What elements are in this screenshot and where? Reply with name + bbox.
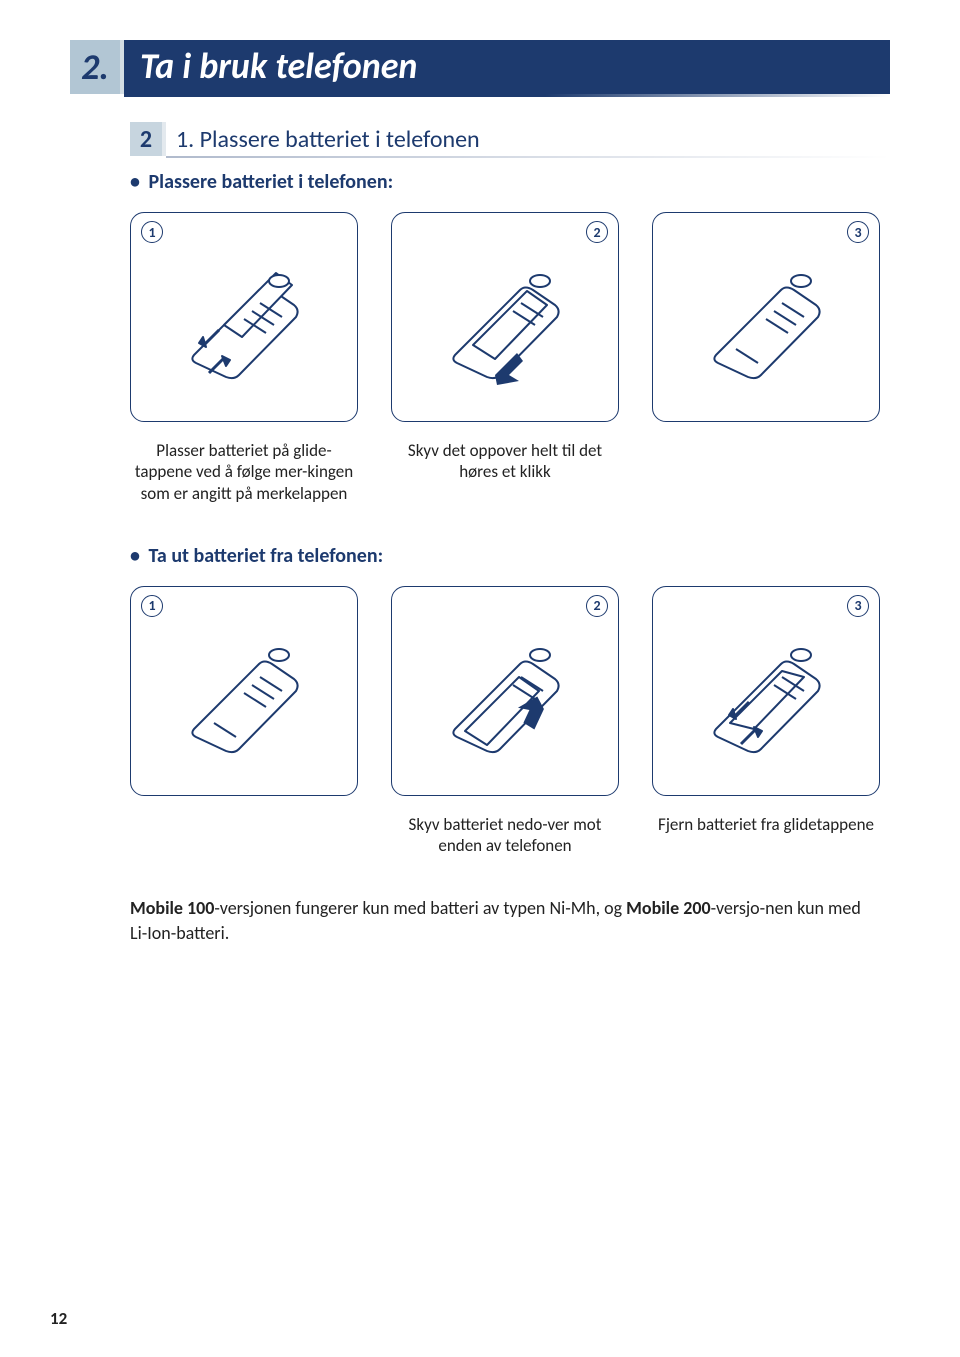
step-badge: 2: [586, 221, 608, 243]
phone-battery-align-icon: [164, 245, 324, 405]
insert-heading-text: Plassere batteriet i telefonen:: [149, 170, 394, 194]
phone-battery-slide-down-icon: [425, 619, 585, 779]
remove-figure-3: 3: [652, 586, 880, 796]
chapter-header: 2. Ta i bruk telefonen: [70, 40, 890, 94]
section-header: 2 1. Plassere batteriet i telefonen: [130, 122, 890, 156]
chapter-title: Ta i bruk telefonen: [124, 40, 890, 94]
step-badge: 3: [847, 221, 869, 243]
bullet-icon: •: [130, 170, 144, 194]
remove-heading: • Ta ut batteriet fra telefonen:: [130, 544, 890, 568]
remove-caption-3: Fjern batteriet fra glidetappene: [652, 814, 880, 857]
insert-figure-row: 1 2: [130, 212, 880, 422]
phone-battery-slide-up-icon: [425, 245, 585, 405]
insert-caption-2: Skyv det oppover helt til det høres et k…: [391, 440, 619, 504]
phone-battery-closed-icon: [686, 245, 846, 405]
remove-caption-row: Skyv batteriet nedo-ver mot enden av tel…: [130, 814, 880, 857]
insert-caption-1: Plasser batteriet på glide-tappene ved å…: [130, 440, 358, 504]
step-badge: 1: [141, 221, 163, 243]
remove-caption-1: [130, 814, 358, 857]
insert-figure-2: 2: [391, 212, 619, 422]
remove-figure-2: 2: [391, 586, 619, 796]
step-badge: 1: [141, 595, 163, 617]
insert-figure-1: 1: [130, 212, 358, 422]
note-mid: -versjonen fungerer kun med batteri av t…: [214, 897, 626, 919]
insert-figure-3: 3: [652, 212, 880, 422]
note-bold-2: Mobile 200: [626, 897, 710, 919]
phone-battery-lift-icon: [686, 619, 846, 779]
insert-caption-row: Plasser batteriet på glide-tappene ved å…: [130, 440, 880, 504]
page-number: 12: [50, 1308, 67, 1329]
remove-figure-1: 1: [130, 586, 358, 796]
section-title: 1. Plassere batteriet i telefonen: [166, 122, 890, 156]
step-badge: 2: [586, 595, 608, 617]
note-bold-1: Mobile 100: [130, 897, 214, 919]
remove-figure-row: 1 2: [130, 586, 880, 796]
compatibility-note: Mobile 100-versjonen fungerer kun med ba…: [130, 896, 880, 945]
phone-battery-closed-icon: [164, 619, 324, 779]
insert-caption-3: [652, 440, 880, 504]
bullet-icon: •: [130, 544, 144, 568]
remove-caption-2: Skyv batteriet nedo-ver mot enden av tel…: [391, 814, 619, 857]
step-badge: 3: [847, 595, 869, 617]
chapter-number: 2.: [70, 40, 124, 94]
section-number: 2: [130, 122, 166, 156]
insert-heading: • Plassere batteriet i telefonen:: [130, 170, 890, 194]
remove-heading-text: Ta ut batteriet fra telefonen:: [149, 544, 384, 568]
